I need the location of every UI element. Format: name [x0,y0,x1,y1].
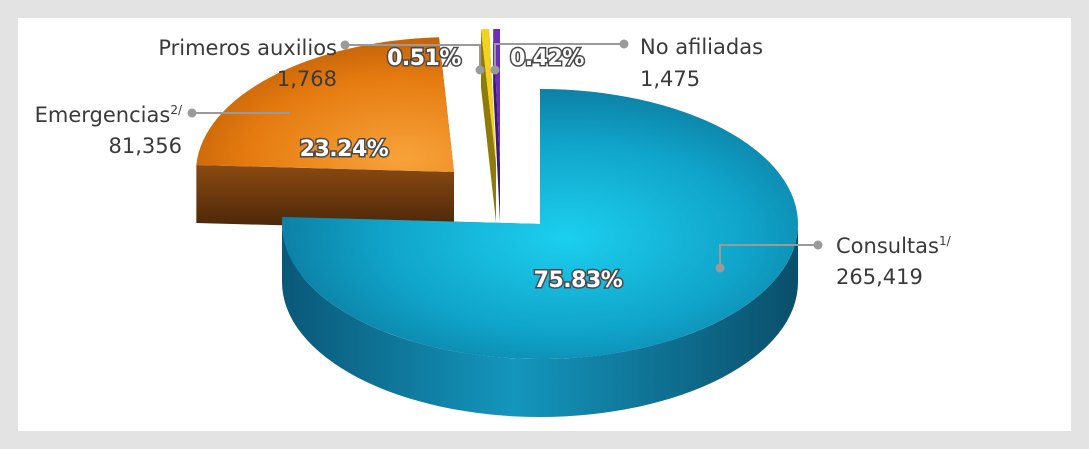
leader-line-no-afiliadas [494,43,624,70]
leader-line-consultas [719,244,818,268]
leader-dot-consultas [813,240,823,250]
label-emergencias: Emergencias2/ [35,103,183,127]
slice-emergencias-wall-b [196,164,455,230]
percent-emergencias: 23.24% [300,137,389,162]
percent-consultas: 75.83% [534,268,623,293]
slice-consultas [281,89,798,360]
value-emergencias: 81,356 [109,134,182,158]
leader-dot-no-afiliadas-slice [490,65,500,75]
leader-dot-no-afiliadas [619,39,629,49]
percent-no-afiliadas: 0.42% [510,46,584,71]
label-no-afiliadas: No afiliadas [640,35,763,59]
label-consultas: Consultas1/ [836,234,952,258]
leader-dot-primeros-auxilios [340,40,350,50]
value-primeros-auxilios: 1,768 [277,67,337,91]
percent-primeros-auxilios: 0.51% [387,46,461,71]
value-consultas: 265,419 [836,265,923,289]
slice-emergencias [196,37,455,172]
leader-dot-emergencias [187,108,197,118]
footnote-consultas: 1/ [939,234,952,248]
slice-no-afiliadas-wall-b [493,29,500,223]
leader-line-primeros-auxilios [345,44,481,70]
slice-consultas-side [282,224,798,417]
value-no-afiliadas: 1,475 [640,67,700,91]
leader-dot-primeros-auxilios-slice [475,65,485,75]
label-primeros-auxilios: Primeros auxilios [158,36,337,60]
slice-primeros-auxilios-wall-b [480,29,496,222]
leader-dot-consultas-slice [715,263,725,273]
footnote-emergencias: 2/ [170,103,183,117]
slice-primeros-auxilios [480,29,496,165]
